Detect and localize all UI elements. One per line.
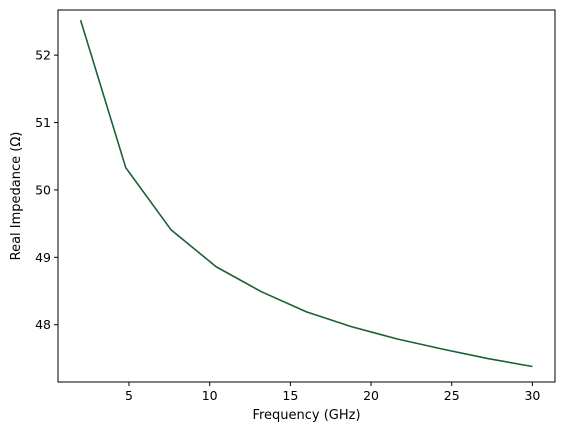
x-tick-label: 20: [363, 388, 379, 403]
x-tick-label: 15: [282, 388, 298, 403]
series-layer: [79, 19, 533, 368]
y-tick-label: 48: [35, 317, 51, 332]
y-tick-label: 49: [35, 250, 51, 265]
x-tick-label: 25: [444, 388, 460, 403]
y-tick-label: 52: [35, 48, 51, 63]
y-tick-label: 50: [35, 182, 51, 197]
x-axis-ticks: 5 10 15 20 25 30: [125, 382, 540, 403]
impedance-series-line: [79, 19, 533, 368]
y-axis-label: Real Impedance (Ω): [9, 132, 24, 261]
y-tick-label: 51: [35, 115, 51, 130]
x-tick-label: 5: [125, 388, 133, 403]
x-axis-label: Frequency (GHz): [252, 408, 360, 423]
y-axis-ticks: 48 49 50 51 52: [35, 48, 58, 332]
x-tick-label: 10: [202, 388, 218, 403]
plot-area: [57, 9, 556, 383]
x-tick-label: 30: [524, 388, 540, 403]
